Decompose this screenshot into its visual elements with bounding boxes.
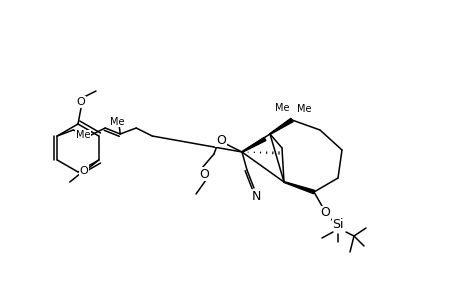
Text: Me: Me xyxy=(75,130,90,140)
Polygon shape xyxy=(283,182,314,194)
Text: O: O xyxy=(77,97,85,107)
Text: O: O xyxy=(79,166,88,176)
Polygon shape xyxy=(241,137,265,152)
Text: Me: Me xyxy=(274,103,289,113)
Text: O: O xyxy=(319,206,329,220)
Text: Me: Me xyxy=(296,104,311,114)
Text: Si: Si xyxy=(331,218,343,230)
Polygon shape xyxy=(269,118,292,134)
Text: Me: Me xyxy=(110,117,124,127)
Text: O: O xyxy=(216,134,225,146)
Text: N: N xyxy=(251,190,260,203)
Text: O: O xyxy=(199,167,208,181)
